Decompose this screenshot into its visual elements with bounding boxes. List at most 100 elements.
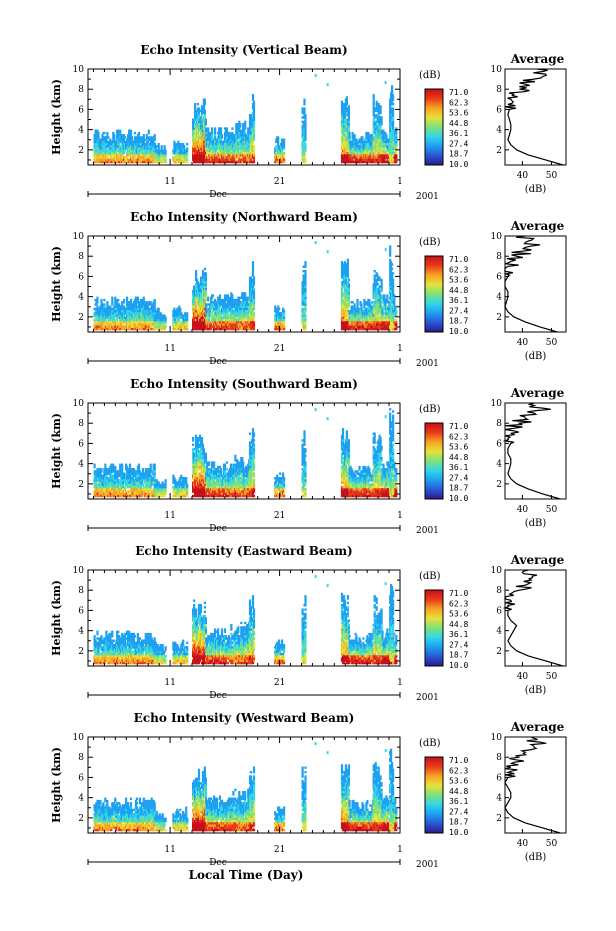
echo-cell	[224, 149, 227, 152]
echo-cell	[304, 125, 307, 128]
echo-cell	[236, 123, 239, 126]
y-tick-label: 4	[78, 126, 84, 136]
echo-cell	[365, 158, 368, 161]
echo-cell	[249, 158, 253, 161]
echo-cell	[214, 140, 217, 144]
echo-cell	[208, 321, 211, 324]
echo-cell	[218, 296, 222, 299]
echo-cell	[173, 327, 176, 331]
echo-cell	[238, 298, 241, 302]
echo-cell	[153, 298, 156, 302]
echo-cell	[252, 154, 256, 157]
echo-cell	[342, 143, 346, 146]
echo-cell	[219, 127, 223, 130]
echo-cell	[107, 136, 110, 139]
echo-cell	[304, 145, 307, 148]
year-label: 2001	[416, 192, 439, 202]
echo-cell	[392, 114, 395, 117]
echo-cell	[392, 127, 395, 130]
echo-cell	[203, 98, 206, 101]
echo-cell	[195, 149, 199, 152]
echo-cell	[182, 143, 185, 146]
echo-cell	[251, 285, 255, 288]
echo-cell	[340, 287, 344, 291]
echo-cell	[341, 123, 345, 126]
echo-cell	[205, 305, 208, 308]
echo-cell	[304, 129, 307, 132]
echo-cell	[198, 312, 202, 315]
echo-cell	[142, 149, 145, 152]
echo-cell	[150, 149, 153, 152]
echo-cell	[211, 134, 214, 137]
echo-cell	[209, 310, 212, 313]
echo-cell	[202, 107, 205, 110]
echo-cell	[235, 134, 238, 137]
echo-cell	[219, 131, 223, 135]
echo-cell	[281, 318, 284, 322]
echo-cell	[347, 127, 350, 130]
echo-cell	[161, 327, 164, 331]
echo-cell	[304, 123, 307, 126]
echo-cell	[301, 107, 304, 110]
echo-cell	[146, 140, 149, 144]
echo-cell	[351, 154, 354, 157]
echo-cell	[203, 103, 206, 106]
echo-cell	[174, 318, 177, 322]
echo-cell	[209, 131, 212, 135]
echo-cell	[203, 116, 206, 119]
echo-cell	[342, 151, 346, 155]
echo-cell	[161, 321, 164, 324]
echo-cell	[105, 314, 108, 317]
echo-cell	[121, 310, 124, 313]
echo-cell	[204, 274, 207, 277]
echo-cell	[275, 154, 278, 157]
echo-cell	[361, 160, 364, 164]
x-tick-label: 21	[274, 177, 285, 187]
echo-cell	[395, 151, 398, 155]
echo-cell	[212, 305, 215, 308]
echo-cell	[247, 131, 250, 135]
echo-cell	[176, 325, 179, 328]
echo-cell	[303, 156, 306, 159]
echo-cell	[368, 160, 371, 164]
echo-cell	[341, 103, 345, 106]
echo-cell	[252, 325, 256, 328]
echo-cell	[304, 318, 307, 322]
echo-cell	[104, 149, 107, 152]
echo-cell	[355, 156, 358, 159]
echo-cell	[392, 125, 395, 128]
echo-cell	[194, 145, 197, 148]
echo-cell	[117, 131, 120, 135]
echo-cell	[395, 138, 398, 141]
echo-cell	[392, 160, 395, 164]
echo-cell	[196, 296, 200, 299]
echo-cell	[207, 140, 210, 144]
echo-cell	[225, 160, 228, 164]
echo-cell	[153, 305, 156, 308]
echo-cell	[238, 296, 241, 299]
echo-cell	[204, 314, 207, 317]
echo-cell	[395, 140, 398, 144]
echo-cell	[106, 316, 109, 319]
echo-cell	[283, 151, 286, 155]
echo-cell	[283, 312, 286, 315]
echo-cell	[243, 160, 246, 164]
echo-cell	[392, 131, 395, 135]
echo-cell	[186, 147, 189, 150]
echo-cell	[133, 325, 137, 328]
echo-cell	[201, 283, 205, 286]
echo-cell	[221, 156, 225, 159]
colorbar-level: 62.3	[449, 98, 468, 107]
echo-cell	[239, 312, 242, 315]
echo-cell	[233, 140, 236, 144]
echo-cell	[236, 325, 239, 328]
echo-cell	[127, 307, 130, 311]
echo-cell	[227, 131, 230, 135]
echo-cell	[186, 158, 189, 161]
echo-cell	[383, 149, 386, 152]
echo-cell	[251, 140, 255, 144]
echo-cell	[106, 156, 109, 159]
echo-cell	[345, 103, 348, 106]
echo-cell	[395, 149, 398, 152]
echo-cell	[282, 156, 285, 159]
